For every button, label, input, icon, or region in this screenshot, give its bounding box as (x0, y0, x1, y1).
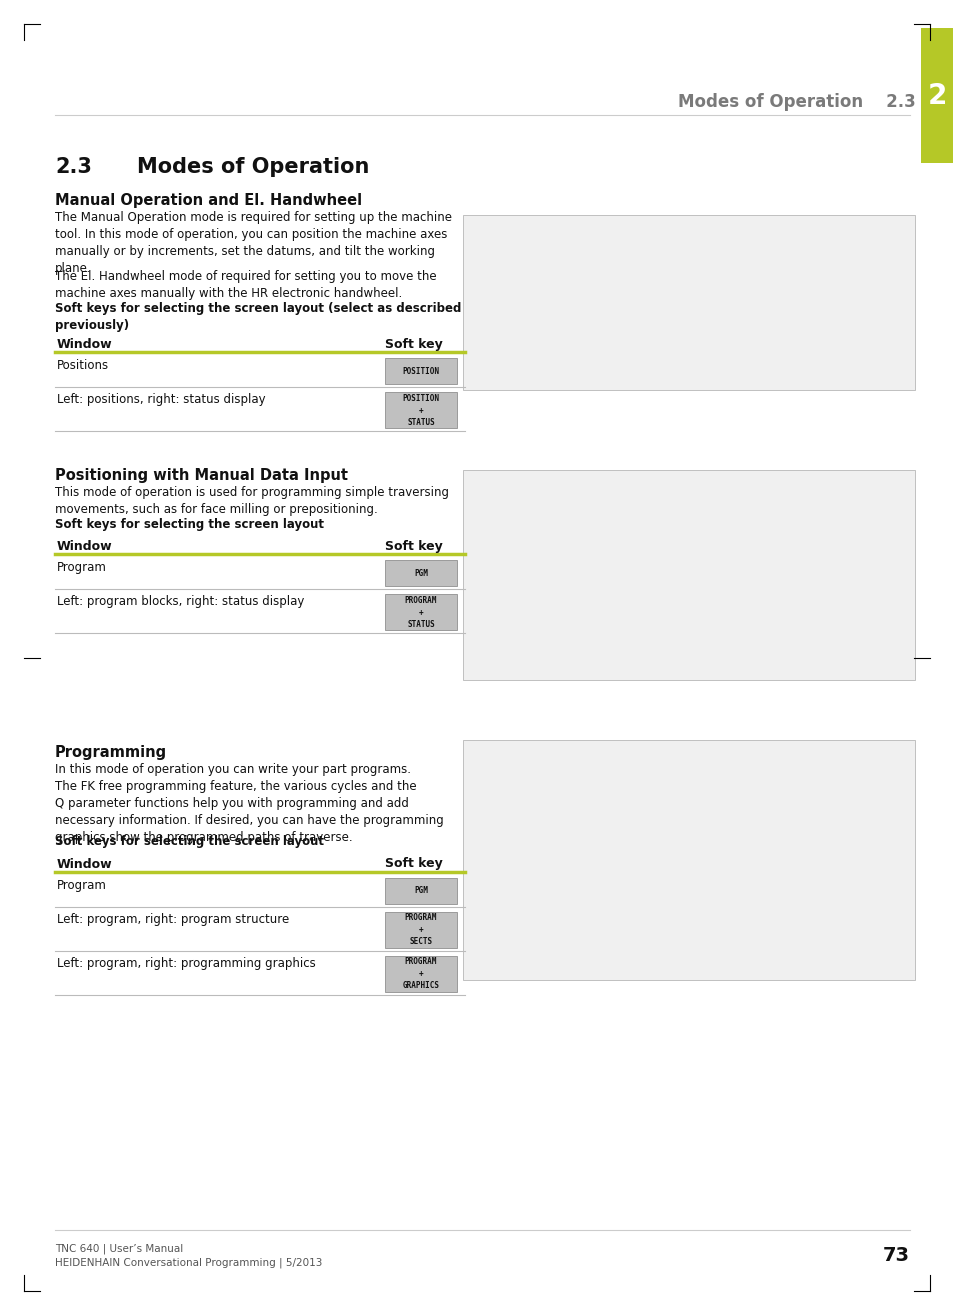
Text: +: + (418, 405, 423, 414)
Bar (462, 214, 914, 391)
Text: PROGRAM: PROGRAM (404, 957, 436, 967)
Text: Modes of Operation: Modes of Operation (137, 156, 369, 178)
Text: GRAPHICS: GRAPHICS (402, 981, 439, 990)
Text: Window: Window (57, 540, 112, 554)
Text: SECTS: SECTS (409, 938, 432, 945)
Text: POSITION: POSITION (402, 367, 439, 376)
Text: 2: 2 (927, 82, 946, 109)
Text: Manual Operation and El. Handwheel: Manual Operation and El. Handwheel (55, 193, 362, 208)
Text: Window: Window (57, 857, 112, 871)
Text: 73: 73 (882, 1247, 909, 1265)
Text: In this mode of operation you can write your part programs.
The FK free programm: In this mode of operation you can write … (55, 763, 443, 844)
Text: The El. Handwheel mode of required for setting you to move the
machine axes manu: The El. Handwheel mode of required for s… (55, 270, 436, 300)
Bar (385, 358, 456, 384)
Text: +: + (418, 608, 423, 617)
Bar (385, 877, 456, 903)
Bar (462, 740, 914, 980)
Text: Window: Window (57, 338, 112, 351)
Text: +: + (418, 969, 423, 978)
Text: PROGRAM: PROGRAM (404, 913, 436, 922)
Bar (920, 28, 953, 163)
Text: Soft keys for selecting the screen layout (select as described
previously): Soft keys for selecting the screen layou… (55, 302, 461, 331)
Text: Left: program blocks, right: status display: Left: program blocks, right: status disp… (57, 594, 304, 608)
Text: Left: positions, right: status display: Left: positions, right: status display (57, 393, 265, 406)
Text: Left: program, right: program structure: Left: program, right: program structure (57, 913, 289, 926)
Bar (385, 560, 456, 586)
Text: 2.3: 2.3 (55, 156, 91, 178)
Bar (462, 469, 914, 680)
Text: Positions: Positions (57, 359, 109, 372)
Text: PGM: PGM (414, 568, 428, 577)
Text: +: + (418, 924, 423, 934)
Text: Program: Program (57, 878, 107, 892)
Bar (385, 911, 456, 948)
Text: Soft key: Soft key (385, 338, 442, 351)
Text: TNC 640 | User’s Manual: TNC 640 | User’s Manual (55, 1244, 183, 1255)
Text: Soft keys for selecting the screen layout: Soft keys for selecting the screen layou… (55, 518, 324, 531)
Text: This mode of operation is used for programming simple traversing
movements, such: This mode of operation is used for progr… (55, 487, 449, 515)
Text: Programming: Programming (55, 746, 167, 760)
Text: PGM: PGM (414, 886, 428, 896)
Bar (385, 392, 456, 427)
Bar (385, 956, 456, 992)
Text: PROGRAM: PROGRAM (404, 596, 436, 605)
Text: POSITION: POSITION (402, 393, 439, 402)
Text: Program: Program (57, 562, 107, 575)
Text: Soft keys for selecting the screen layout: Soft keys for selecting the screen layou… (55, 835, 324, 848)
Text: Soft key: Soft key (385, 540, 442, 554)
Text: HEIDENHAIN Conversational Programming | 5/2013: HEIDENHAIN Conversational Programming | … (55, 1257, 322, 1268)
Bar (385, 594, 456, 630)
Text: STATUS: STATUS (407, 417, 435, 426)
Text: The Manual Operation mode is required for setting up the machine
tool. In this m: The Manual Operation mode is required fo… (55, 210, 452, 275)
Text: Left: program, right: programming graphics: Left: program, right: programming graphi… (57, 956, 315, 969)
Text: Positioning with Manual Data Input: Positioning with Manual Data Input (55, 468, 348, 483)
Text: Modes of Operation    2.3: Modes of Operation 2.3 (678, 93, 915, 110)
Text: STATUS: STATUS (407, 619, 435, 629)
Text: Soft key: Soft key (385, 857, 442, 871)
